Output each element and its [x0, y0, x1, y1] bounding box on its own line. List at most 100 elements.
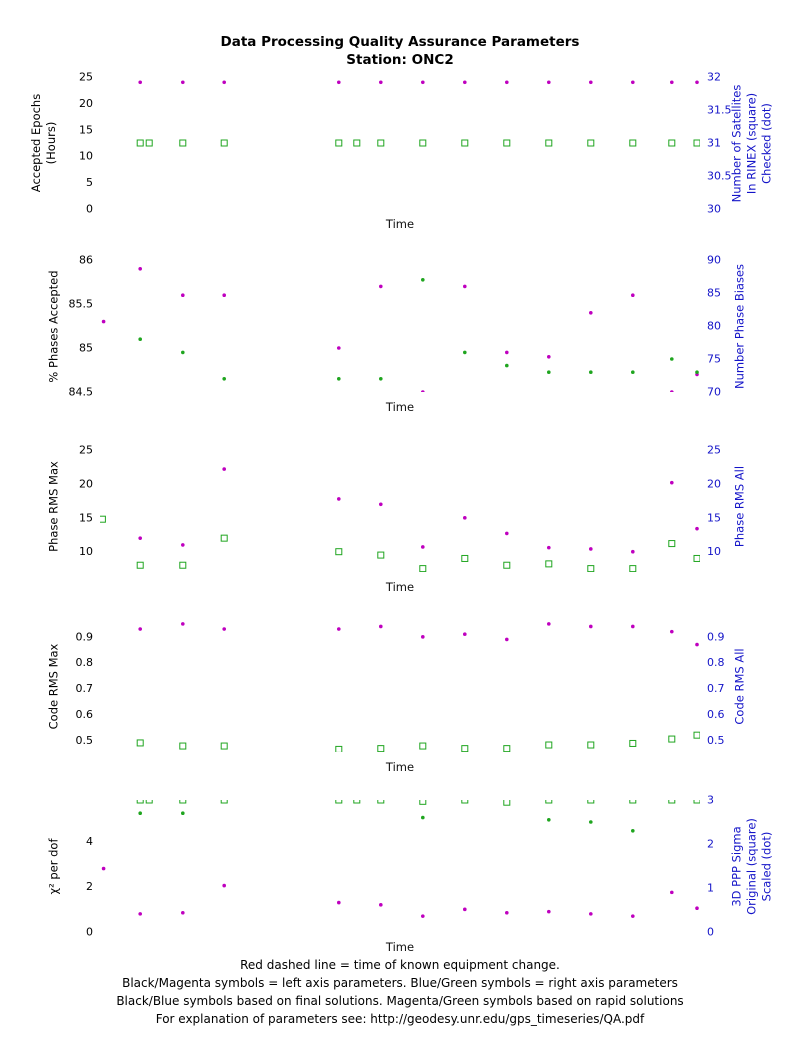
chi2-per-dof-rapid-marker	[695, 906, 699, 911]
number-phase-biases-rapid-marker	[463, 350, 467, 355]
number-phase-biases-rapid-marker	[589, 370, 593, 374]
accepted-epochs-left-axis-label: Accepted Epochs (Hours)	[29, 93, 58, 193]
percent-phases-accepted-rapid-marker	[547, 355, 551, 359]
satellites-in-rinex-rapid-marker	[419, 139, 427, 147]
tick-label: 0.8	[76, 656, 94, 669]
phase-rms-all-rapid-marker	[136, 561, 144, 569]
subplot-phase-rms: 10 15 20 25 10 15 20 25 Phase RMS Max Phase RMS A…	[0, 440, 800, 612]
chi2-per-dof-rapid-marker	[547, 909, 551, 914]
caption-axis-colors: Black/Magenta symbols = left axis parame…	[122, 976, 678, 990]
tick-label: 2	[86, 880, 93, 893]
tick-label: 0.9	[707, 630, 725, 643]
number-phase-biases-rapid-marker	[631, 370, 635, 374]
chi2-per-dof-rapid-marker	[463, 907, 467, 912]
accepted-epochs-rapid-marker	[670, 80, 674, 85]
phases-accepted-markers	[101, 267, 699, 392]
code-rms-all-rapid-marker	[693, 731, 700, 739]
phase-rms-all-rapid-marker	[545, 560, 553, 568]
chi2-per-dof-rapid-marker	[101, 866, 106, 871]
satellites-in-rinex-rapid-marker	[220, 139, 228, 147]
accepted-epochs-rapid-marker	[505, 80, 509, 85]
chi2-per-dof-right-axis-label: 3D PPP Sigma Original (square) Scaled (d…	[729, 817, 774, 915]
number-phase-biases-rapid-marker	[547, 370, 551, 374]
number-phase-biases-rapid-marker	[337, 377, 341, 381]
phase-rms-max-rapid-marker	[670, 480, 674, 485]
phase-rms-all-rapid-marker	[629, 565, 637, 572]
tick-label: 25	[79, 444, 93, 457]
tick-label: 10	[707, 545, 721, 558]
code-rms-max-rapid-marker	[379, 624, 383, 629]
phase-rms-plot-area: 10 15 20 25 10 15 20 25	[79, 444, 721, 572]
phase-rms-max-rapid-marker	[589, 547, 593, 551]
code-rms-max-rapid-marker	[181, 622, 185, 626]
chi2-per-dof-rapid-marker	[222, 883, 226, 888]
code-rms-all-rapid-marker	[545, 741, 553, 749]
satellites-in-rinex-rapid-marker	[179, 139, 187, 147]
phase-rms-all-rapid-marker	[693, 554, 700, 562]
tick-label: 0.5	[707, 734, 725, 747]
code-rms-max-rapid-marker	[589, 624, 593, 629]
phase-rms-max-rapid-marker	[337, 497, 341, 501]
code-rms-all-rapid-marker	[668, 735, 676, 743]
tick-label: 30.5	[707, 170, 732, 183]
phase-rms-max-rapid-marker	[138, 536, 142, 540]
phase-rms-max-rapid-marker	[421, 545, 425, 549]
tick-label: 20	[79, 478, 93, 491]
tick-label: 80	[707, 320, 721, 333]
ppp-sigma-original-rapid-marker	[179, 800, 187, 804]
number-phase-biases-rapid-marker	[670, 357, 674, 361]
tick-label: 1	[707, 882, 714, 895]
percent-phases-accepted-rapid-marker	[138, 267, 142, 271]
code-rms-all-rapid-marker	[335, 745, 343, 752]
phase-rms-markers	[100, 467, 700, 572]
tick-label: 0.7	[707, 682, 725, 695]
accepted-epochs-rapid-marker	[222, 80, 226, 85]
tick-label: 90	[707, 254, 721, 267]
code-rms-max-rapid-marker	[421, 635, 425, 639]
code-rms-markers	[136, 622, 700, 752]
percent-phases-accepted-rapid-marker	[222, 293, 226, 297]
percent-phases-accepted-rapid-marker	[631, 293, 635, 297]
phase-rms-left-axis-label: Phase RMS Max	[46, 460, 61, 552]
accepted-epochs-markers	[136, 80, 700, 147]
satellites-in-rinex-rapid-marker	[335, 139, 343, 147]
phase-rms-all-rapid-marker	[220, 534, 228, 542]
tick-label: 25	[707, 444, 721, 457]
satellites-in-rinex-rapid-marker	[503, 139, 511, 147]
number-phase-biases-rapid-marker	[505, 363, 509, 368]
accepted-epochs-rapid-marker	[463, 80, 467, 85]
tick-label: 25	[79, 71, 93, 84]
subplot-accepted-epochs: 0 5 10 15 20 25 30 30.5 31 31.5 32 Accepted Epochs …	[0, 71, 800, 249]
tick-label: 10	[79, 150, 93, 163]
accepted-epochs-rapid-marker	[631, 80, 635, 85]
ppp-sigma-original-rapid-marker	[335, 800, 343, 804]
accepted-epochs-rapid-marker	[379, 80, 383, 85]
tick-label: 0.6	[76, 708, 94, 721]
ppp-sigma-scaled-rapid-marker	[421, 815, 425, 820]
tick-label: 0	[707, 926, 714, 939]
tick-label: 86	[79, 254, 93, 267]
ppp-sigma-original-rapid-marker	[419, 800, 427, 805]
tick-label: 2	[707, 838, 714, 851]
chi2-per-dof-left-axis-label: χ² per dof	[46, 837, 61, 895]
code-rms-max-rapid-marker	[138, 627, 142, 631]
tick-label: 31.5	[707, 104, 732, 117]
chi2-per-dof-plot-area: 0 2 4 0 1 2 3	[86, 794, 714, 939]
chi2-per-dof-rapid-marker	[505, 910, 509, 915]
ppp-sigma-original-rapid-marker	[461, 800, 469, 804]
phase-rms-all-rapid-marker	[179, 561, 187, 569]
code-rms-max-rapid-marker	[337, 627, 341, 631]
tick-label: 15	[79, 123, 93, 136]
number-phase-biases-rapid-marker	[138, 337, 142, 341]
tick-label: 0.7	[76, 682, 94, 695]
percent-phases-accepted-rapid-marker	[379, 284, 383, 289]
code-rms-all-rapid-marker	[179, 742, 187, 750]
ppp-sigma-original-rapid-marker	[503, 800, 511, 806]
satellites-in-rinex-rapid-marker	[668, 139, 676, 147]
percent-phases-accepted-rapid-marker	[421, 390, 425, 392]
phase-rms-max-rapid-marker	[379, 502, 383, 507]
phase-rms-all-rapid-marker	[461, 554, 469, 562]
ppp-sigma-scaled-rapid-marker	[631, 829, 635, 833]
phases-accepted-plot-area: 84.5 85 85.5 86 70 75 80 85 90	[69, 254, 722, 399]
